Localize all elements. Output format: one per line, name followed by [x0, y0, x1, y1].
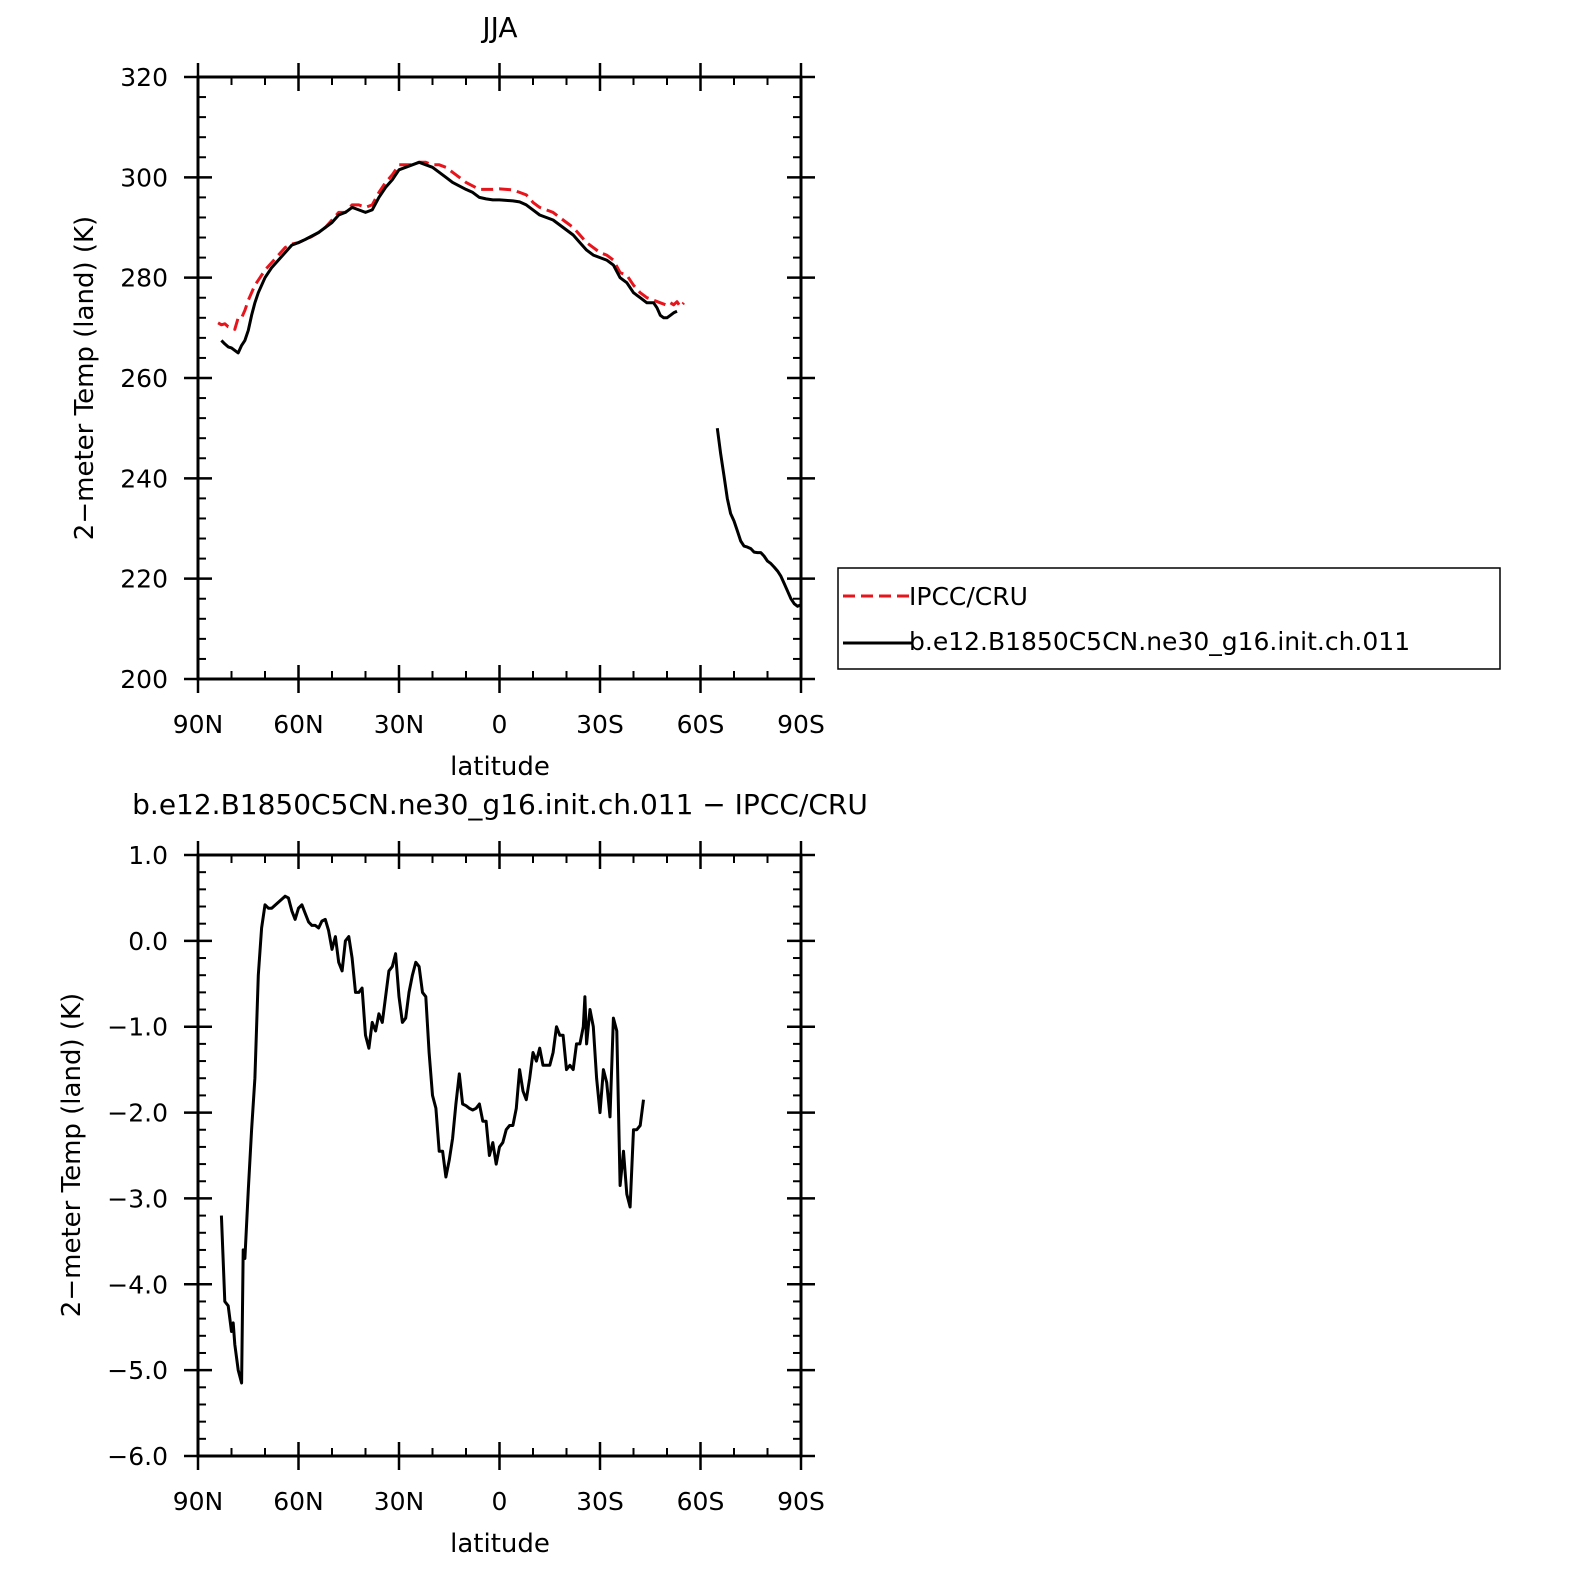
top-x-axis-label: latitude [450, 752, 550, 782]
top-x-tick-label: 0 [492, 710, 508, 739]
bottom-y-axis-label: 2−meter Temp (land) (K) [57, 993, 87, 1317]
top-series-line-2 [715, 428, 802, 608]
bottom-panel: b.e12.B1850C5CN.ne30_g16.init.ch.011 − I… [57, 788, 868, 1559]
bottom-series-line-0 [219, 894, 645, 1385]
top-y-tick-label: 240 [120, 464, 168, 493]
bottom-x-tick-label: 30N [374, 1487, 425, 1516]
top-chart-title: JJA [480, 11, 517, 44]
bottom-x-tick-label: 60S [677, 1487, 725, 1516]
bottom-chart-title: b.e12.B1850C5CN.ne30_g16.init.ch.011 − I… [132, 788, 868, 821]
legend-label-model: b.e12.B1850C5CN.ne30_g16.init.ch.011 [909, 627, 1410, 656]
top-x-tick-label: 90S [777, 710, 825, 739]
top-y-tick-label: 300 [120, 163, 168, 192]
bottom-x-axis-label: latitude [450, 1529, 550, 1559]
top-x-tick-label: 60N [273, 710, 324, 739]
bottom-plot-frame [196, 853, 803, 1458]
top-series-line-0 [217, 160, 685, 331]
bottom-x-tick-label: 0 [492, 1487, 508, 1516]
bottom-y-tick-label: 1.0 [128, 841, 168, 870]
bottom-x-tick-label: 30S [576, 1487, 624, 1516]
top-y-tick-label: 320 [120, 63, 168, 92]
bottom-y-tick-label: −1.0 [107, 1013, 168, 1042]
top-axis-ticks: 90N 60N 30N 0 30S 60S 90S 200 220 240 260 280 300 320 [120, 63, 825, 739]
top-y-tick-label: 280 [120, 264, 168, 293]
bottom-y-tick-label: −3.0 [107, 1184, 168, 1213]
bottom-axis-ticks: 90N 60N 30N 0 30S 60S 90S −6.0 −5.0 −4.0 −3.0 −2.0 −… [107, 841, 825, 1516]
bottom-y-tick-label: −2.0 [107, 1099, 168, 1128]
legend-box [837, 567, 1501, 670]
bottom-x-tick-label: 90S [777, 1487, 825, 1516]
top-x-tick-label: 30S [576, 710, 624, 739]
top-y-tick-label: 220 [120, 565, 168, 594]
bottom-y-tick-label: −6.0 [107, 1442, 168, 1471]
top-plot-frame [196, 75, 803, 681]
top-y-tick-label: 260 [120, 364, 168, 393]
bottom-y-tick-label: −5.0 [107, 1356, 168, 1385]
top-x-tick-label: 60S [677, 710, 725, 739]
top-series-group [217, 160, 802, 608]
bottom-y-tick-label: 0.0 [128, 927, 168, 956]
bottom-x-tick-label: 90N [173, 1487, 224, 1516]
top-y-tick-label: 200 [120, 665, 168, 694]
top-y-axis-label: 2−meter Temp (land) (K) [70, 216, 100, 540]
bottom-y-tick-label: −4.0 [107, 1270, 168, 1299]
legend: IPCC/CRU b.e12.B1850C5CN.ne30_g16.init.c… [837, 567, 1501, 670]
legend-label-ipcc-cru: IPCC/CRU [909, 582, 1028, 611]
bottom-series-group [219, 894, 645, 1385]
top-series-line-1 [220, 160, 678, 355]
top-x-tick-label: 30N [374, 710, 425, 739]
top-panel: JJA 90N 60N 30N 0 30S 60S 90S 200 220 240 260 280 30… [70, 11, 1501, 782]
bottom-x-tick-label: 60N [273, 1487, 324, 1516]
top-x-tick-label: 90N [173, 710, 224, 739]
